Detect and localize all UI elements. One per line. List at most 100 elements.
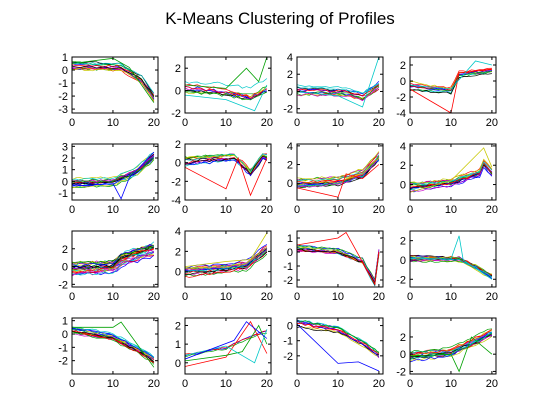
series-line [297, 157, 380, 183]
series-group [297, 319, 380, 372]
x-tick-label: 0 [182, 378, 188, 390]
x-tick-label: 20 [486, 291, 498, 303]
x-tick-label: 0 [407, 291, 413, 303]
outlier-line [410, 235, 493, 280]
outlier-line [185, 156, 268, 197]
outlier-line [185, 329, 268, 364]
series-line [297, 158, 380, 185]
x-tick-label: 10 [332, 117, 344, 129]
outlier-line [72, 151, 155, 200]
series-line [185, 84, 268, 98]
subplot-1: 10-1-2-30 10 20 [58, 52, 160, 129]
axes-box [409, 56, 497, 114]
series-line [185, 86, 268, 99]
series-group [185, 320, 268, 367]
series-line [297, 320, 380, 354]
y-tick-label: 1 [62, 165, 68, 177]
x-tick-label: 10 [220, 204, 232, 216]
series-line [72, 67, 155, 100]
series-group [297, 57, 380, 108]
outlier-line [410, 147, 493, 193]
x-tick-label: 0 [69, 291, 75, 303]
x-tick-label: 20 [373, 117, 385, 129]
series-group [72, 151, 155, 200]
series-line [72, 157, 155, 184]
y-tick-label: -1 [283, 261, 293, 273]
y-tick-label: -4 [171, 195, 181, 207]
series-line [410, 161, 493, 186]
series-line [72, 68, 155, 101]
y-tick-label: -3 [58, 104, 68, 116]
series-line [185, 249, 268, 272]
series-line [185, 155, 268, 175]
x-tick-label: 10 [332, 204, 344, 216]
y-tick-label: -1 [58, 342, 68, 354]
axes-box [409, 230, 497, 288]
series-line [72, 248, 155, 274]
y-tick-label: 2 [287, 69, 293, 81]
series-line [297, 320, 379, 353]
series-group [410, 328, 493, 373]
x-tick-label: 0 [407, 117, 413, 129]
outlier-line [185, 321, 268, 360]
x-tick-label: 0 [407, 378, 413, 390]
axes-box [184, 56, 272, 114]
x-tick-label: 20 [373, 204, 385, 216]
series-line [410, 158, 493, 184]
series-line [297, 83, 380, 95]
x-tick-label: 10 [332, 378, 344, 390]
series-line [410, 328, 492, 354]
series-line [72, 330, 155, 363]
x-tick-label: 10 [220, 378, 232, 390]
y-tick-label: 0 [62, 329, 68, 341]
series-group [185, 232, 268, 278]
y-tick-label: 0 [287, 321, 293, 333]
series-line [72, 330, 155, 363]
series-line [410, 162, 493, 188]
series-group [72, 321, 155, 368]
y-tick-label: 0 [287, 86, 293, 98]
series-line [297, 326, 380, 356]
chart-title: K-Means Clustering of Profiles [165, 9, 395, 28]
y-tick-label: -4 [396, 108, 406, 120]
y-tick-label: -2 [171, 108, 181, 120]
series-line [72, 331, 155, 365]
y-tick-label: 2 [400, 236, 406, 248]
series-group [72, 57, 155, 103]
series-line [297, 83, 380, 94]
x-tick-label: 0 [294, 378, 300, 390]
y-tick-label: -2 [58, 91, 68, 103]
x-tick-label: 20 [148, 204, 160, 216]
y-tick-label: 0 [400, 349, 406, 361]
x-tick-label: 20 [373, 291, 385, 303]
x-tick-label: 20 [261, 117, 273, 129]
y-tick-label: -1 [58, 78, 68, 90]
x-tick-label: 0 [69, 117, 75, 129]
x-tick-label: 20 [486, 204, 498, 216]
outlier-line [185, 57, 268, 89]
y-tick-label: 0 [62, 262, 68, 274]
series-group [410, 147, 493, 193]
y-tick-label: 1 [62, 316, 68, 328]
series-line [72, 250, 155, 276]
series-line [297, 154, 380, 182]
x-tick-label: 0 [182, 117, 188, 129]
subplot-6: 20-2-40 10 20 [171, 139, 273, 216]
y-tick-label: 4 [400, 141, 406, 153]
series-line [297, 244, 380, 281]
series-line [72, 64, 155, 96]
axes-box [184, 317, 272, 375]
y-tick-label: -2 [396, 274, 406, 286]
y-tick-label: 2 [287, 160, 293, 172]
y-tick-label: 2 [175, 246, 181, 258]
x-tick-label: 20 [486, 378, 498, 390]
x-tick-label: 0 [294, 204, 300, 216]
x-tick-label: 20 [486, 117, 498, 129]
series-line [297, 324, 380, 358]
x-tick-label: 20 [148, 291, 160, 303]
outlier-line [297, 231, 380, 286]
outlier-line [410, 336, 493, 373]
